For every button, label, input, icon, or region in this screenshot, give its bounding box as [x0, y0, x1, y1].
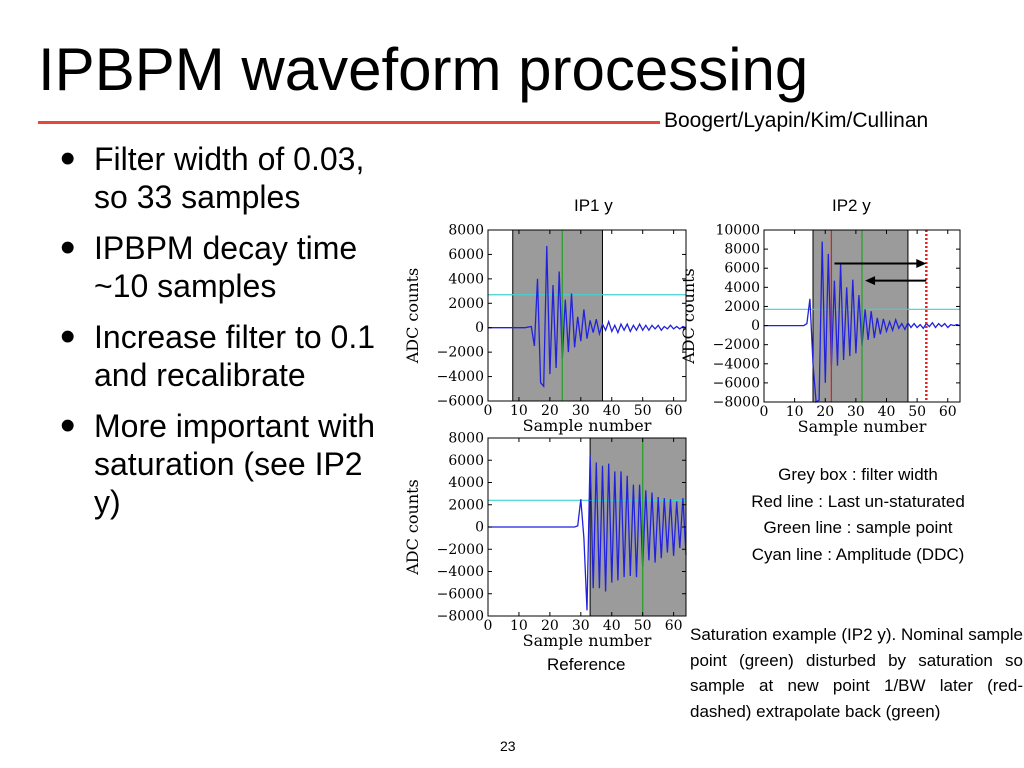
x-tick-label: 20: [541, 403, 559, 419]
arrow-head: [865, 276, 876, 286]
arrow-head: [916, 258, 927, 268]
x-tick-label: 30: [572, 618, 590, 634]
x-tick-label: 50: [634, 403, 652, 419]
bullet-text: Filter width of 0.03, so 33 samples: [94, 141, 365, 215]
bullet-text: More important with saturation (see IP2 …: [94, 408, 375, 520]
y-axis-label: ADC counts: [403, 479, 422, 576]
x-tick-label: 10: [510, 403, 528, 419]
x-tick-label: 60: [665, 403, 683, 419]
x-tick-label: 10: [510, 618, 528, 634]
y-tick-label: −4000: [713, 356, 760, 372]
y-tick-label: 2000: [724, 299, 760, 315]
title-underline: [38, 121, 660, 124]
x-tick-label: 20: [816, 404, 834, 420]
y-tick-label: 6000: [724, 261, 760, 277]
bullet-text: IPBPM decay time ~10 samples: [94, 230, 358, 304]
y-tick-label: −2000: [437, 345, 484, 361]
ip2-caption: IP2 y: [832, 196, 871, 215]
authors-credit: Boogert/Lyapin/Kim/Cullinan: [664, 109, 929, 132]
y-tick-label: 10000: [715, 223, 760, 239]
y-tick-label: 6000: [448, 453, 484, 469]
bullet-item: • Filter width of 0.03, so 33 samples: [58, 134, 388, 216]
y-tick-label: 0: [751, 318, 760, 334]
x-tick-label: 0: [760, 404, 769, 420]
y-tick-label: 4000: [448, 271, 484, 287]
y-tick-label: −8000: [713, 395, 760, 411]
x-tick-label: 40: [603, 618, 621, 634]
y-tick-label: 0: [475, 520, 484, 536]
x-tick-label: 60: [665, 618, 683, 634]
page-number: 23: [500, 738, 516, 754]
bullet-icon: •: [60, 401, 76, 450]
x-tick-label: 50: [634, 618, 652, 634]
slide-title: IPBPM waveform processing: [38, 36, 809, 103]
x-tick-label: 0: [484, 618, 493, 634]
x-tick-label: 50: [908, 404, 926, 420]
x-tick-label: 40: [878, 404, 896, 420]
ip1-caption: IP1 y: [574, 196, 613, 215]
bullet-icon: •: [60, 223, 76, 272]
y-tick-label: 0: [475, 320, 484, 336]
y-tick-label: −6000: [437, 394, 484, 410]
bullet-item: • Increase filter to 0.1 and recalibrate: [58, 312, 388, 394]
saturation-note: Saturation example (IP2 y). Nominal samp…: [690, 625, 1023, 721]
legend-red-line: Red line : Last un-staturated: [751, 491, 965, 511]
waveform-trace: [488, 454, 687, 611]
y-tick-label: −4000: [437, 369, 484, 385]
y-tick-label: 2000: [448, 296, 484, 312]
y-tick-label: −8000: [437, 609, 484, 625]
axes-frame: [763, 229, 961, 403]
y-axis-label: ADC counts: [679, 268, 698, 365]
plot-legend: Grey box : filter width Red line : Last …: [700, 462, 1016, 568]
legend-grey-box: Grey box : filter width: [778, 465, 938, 484]
bullet-icon: •: [60, 134, 76, 183]
ip1-waveform-plot: 0 10 20 30 40 50 60 8000 6000 4000 2000 0 −2000 −4000…: [403, 223, 687, 435]
bullet-list: • Filter width of 0.03, so 33 samples • IP…: [58, 134, 388, 534]
y-tick-label: 8000: [448, 431, 484, 447]
y-tick-label: −2000: [437, 542, 484, 558]
axes-frame: [487, 229, 687, 402]
bullet-item: • More important with saturation (see IP2…: [58, 401, 388, 521]
x-axis-label: Sample number: [523, 631, 652, 650]
y-axis-label: ADC counts: [403, 268, 422, 365]
x-tick-label: 60: [939, 404, 957, 420]
y-tick-label: −6000: [437, 586, 484, 602]
y-tick-label: 4000: [448, 475, 484, 491]
y-tick-label: 8000: [448, 223, 484, 239]
bullet-icon: •: [60, 312, 76, 361]
legend-cyan-line: Cyan line : Amplitude (DDC): [751, 544, 965, 564]
y-tick-label: −2000: [713, 337, 760, 353]
legend-green-line: Green line : sample point: [763, 518, 953, 537]
x-axis-label: Sample number: [798, 417, 927, 436]
x-tick-label: 30: [847, 404, 865, 420]
y-tick-label: 6000: [448, 247, 484, 263]
bullet-item: • IPBPM decay time ~10 samples: [58, 223, 388, 305]
y-tick-label: 2000: [448, 497, 484, 513]
y-tick-label: −4000: [437, 564, 484, 580]
reference-caption: Reference: [547, 655, 626, 674]
bullet-text: Increase filter to 0.1 and recalibrate: [94, 319, 376, 393]
x-axis-label: Sample number: [523, 416, 652, 435]
waveform-trace: [488, 245, 687, 389]
x-tick-label: 40: [603, 403, 621, 419]
x-tick-label: 30: [572, 403, 590, 419]
y-tick-label: 8000: [724, 242, 760, 258]
x-tick-label: 20: [541, 618, 559, 634]
y-tick-label: −6000: [713, 375, 760, 391]
reference-waveform-plot: 0 10 20 30 40 50 60 8000 6000 4000 2000 0 −2000 −4000…: [403, 431, 687, 650]
ip2-waveform-plot: 0 10 20 30 40 50 60 10000 8000 6000 4000 2000 0 −2000…: [679, 223, 961, 436]
x-tick-label: 0: [484, 403, 493, 419]
waveform-trace: [764, 241, 961, 404]
y-tick-label: 4000: [724, 280, 760, 296]
x-tick-label: 10: [786, 404, 804, 420]
